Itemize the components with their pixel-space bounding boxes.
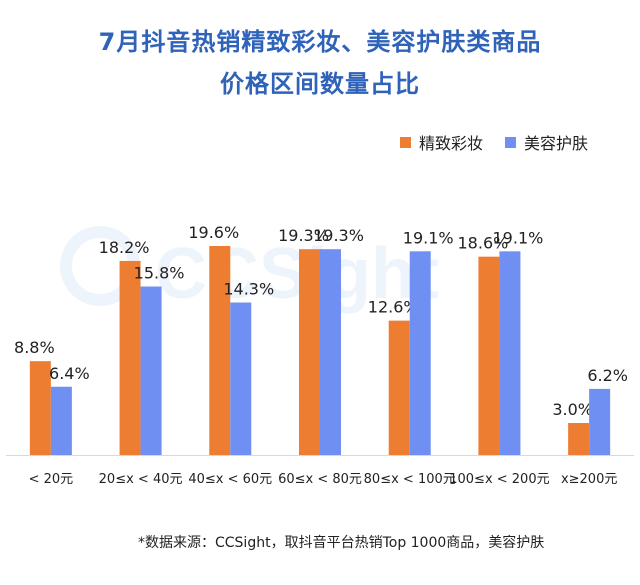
bar-makeup-0 — [29, 361, 51, 455]
x-tick-label-0: < 20元 — [29, 472, 74, 487]
data-label-makeup-5: 18.6% — [458, 234, 509, 253]
bar-skincare-3 — [320, 249, 341, 455]
x-tick-label-1: 20≤x < 40元 — [99, 472, 183, 487]
x-tick-label-3: 60≤x < 80元 — [278, 472, 362, 487]
chart-title-line2: 价格区间数量占比 — [220, 70, 420, 98]
x-tick-label-2: 40≤x < 60元 — [188, 472, 272, 487]
bar-makeup-2 — [209, 246, 231, 455]
bar-skincare-4 — [409, 251, 431, 455]
bar-skincare-1 — [140, 286, 162, 455]
bar-skincare-5 — [499, 251, 521, 455]
bar-skincare-2 — [230, 302, 252, 455]
data-label-skincare-6: 6.2% — [587, 366, 628, 385]
bar-makeup-3 — [299, 249, 320, 455]
data-label-makeup-2: 19.6% — [188, 223, 239, 242]
bar-makeup-1 — [119, 260, 141, 455]
x-tick-label-5: 100≤x < 200元 — [449, 472, 549, 487]
x-tick-label-4: 80≤x < 100元 — [364, 472, 456, 487]
data-label-makeup-4: 12.6% — [368, 298, 419, 317]
data-label-makeup-0: 8.8% — [14, 338, 55, 357]
legend-item-makeup: 精致彩妆 — [400, 130, 483, 154]
bar-skincare-6 — [589, 388, 611, 455]
legend-swatch-skincare — [505, 136, 517, 148]
bar-makeup-6 — [568, 423, 590, 455]
chart-title-line1: 7月抖音热销精致彩妆、美容护肤类商品 — [98, 28, 542, 56]
data-label-skincare-0: 6.4% — [49, 364, 90, 383]
data-label-makeup-3: 19.3% — [278, 226, 329, 245]
legend-label-makeup: 精致彩妆 — [419, 134, 484, 153]
x-tick-label-6: x≥200元 — [561, 472, 617, 487]
bar-makeup-5 — [478, 256, 500, 455]
footnote: *数据来源：CCSight，取抖音平台热销Top 1000商品，美容护肤 — [138, 535, 545, 551]
bar-makeup-4 — [388, 320, 410, 455]
data-label-makeup-1: 18.2% — [99, 238, 150, 257]
legend-swatch-makeup — [400, 136, 411, 148]
legend-item-skincare: 美容护肤 — [505, 130, 588, 154]
data-label-skincare-4: 19.1% — [403, 228, 454, 247]
bar-skincare-0 — [50, 386, 72, 455]
data-label-skincare-2: 14.3% — [223, 280, 274, 299]
legend-label-skincare: 美容护肤 — [524, 134, 589, 153]
legend: 精致彩妆 美容护肤 — [400, 130, 588, 154]
data-label-skincare-1: 15.8% — [134, 264, 185, 283]
data-label-skincare-3: 19.3% — [313, 226, 364, 245]
watermark-logo: CCSight — [60, 226, 439, 314]
data-label-skincare-5: 19.1% — [493, 228, 544, 247]
watermark-text: CCSight — [155, 234, 439, 314]
data-label-makeup-6: 3.0% — [552, 400, 593, 419]
